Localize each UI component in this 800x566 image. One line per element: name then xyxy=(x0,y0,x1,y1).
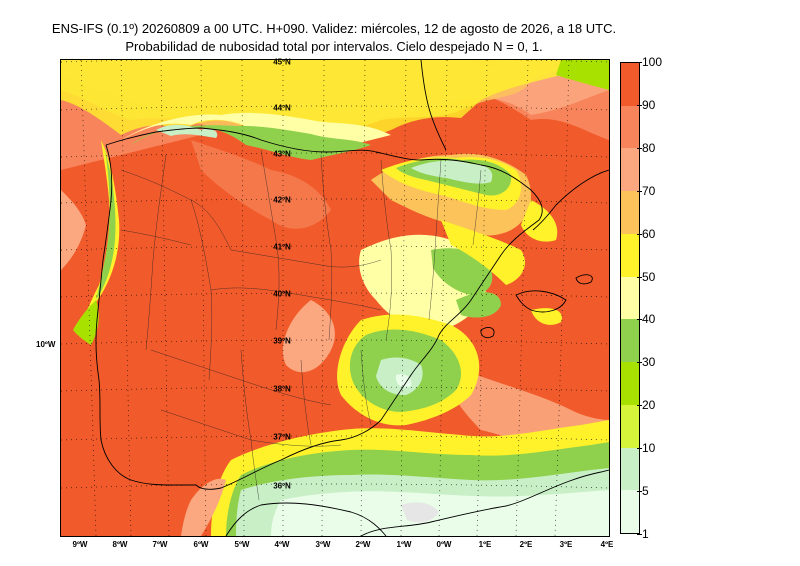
map-subtitle: Probabilidad de nubosidad total por inte… xyxy=(125,39,543,54)
colorbar-tick xyxy=(637,319,642,321)
band-70-80-cadiz xyxy=(181,478,226,536)
colorbar-tick xyxy=(637,233,642,235)
graticule xyxy=(61,60,609,536)
lon-label-5w: 5ºW xyxy=(234,540,250,549)
lat-label-37n: 37ºN xyxy=(273,432,291,442)
lon-label-2w: 2ºW xyxy=(355,540,371,549)
colorbar-segment xyxy=(621,362,639,405)
band-50-60-north xyxy=(61,60,609,150)
colorbar-label: 100 xyxy=(642,55,663,69)
lat-label-39n: 39ºN xyxy=(273,336,291,346)
colorbar-tick xyxy=(637,147,642,149)
colorbar-label: 10 xyxy=(642,441,656,456)
colorbar-tick xyxy=(637,276,642,278)
lon-label-3e: 3ºE xyxy=(559,540,573,549)
band-50-60-galicia xyxy=(76,140,120,330)
band-70-80-atlantic xyxy=(61,190,86,270)
colorbar-tick xyxy=(637,491,642,493)
lon-label-4e: 4ºE xyxy=(600,540,614,549)
colorbar xyxy=(620,62,640,534)
lat-label-44n: 44ºN xyxy=(273,103,291,113)
colorbar-label: 40 xyxy=(642,312,656,327)
colorbar-segment xyxy=(621,233,639,277)
lat-label-43n: 43ºN xyxy=(273,149,291,159)
province-borders xyxy=(120,149,482,501)
colorbar-label: 70 xyxy=(642,183,656,198)
colorbar-segment xyxy=(621,191,639,234)
colorbar-tick xyxy=(637,405,642,407)
colorbar-segment xyxy=(621,447,639,491)
colorbar-segment xyxy=(621,105,639,149)
lon-label-1e: 1ºE xyxy=(478,540,492,549)
lon-label-1w: 1ºW xyxy=(396,540,412,549)
colorbar-tick xyxy=(637,448,642,450)
lon-label-7w: 7ºW xyxy=(152,540,168,549)
colorbar-tick xyxy=(637,62,642,63)
probability-map xyxy=(60,59,610,537)
lat-label-40n: 40ºN xyxy=(273,289,291,299)
band-20-30-france xyxy=(556,60,609,90)
band-5-10-pyrenees xyxy=(411,160,493,184)
lon-label-0w: 0ºW xyxy=(436,540,452,549)
colorbar-label: 80 xyxy=(642,140,656,155)
colorbar-tick xyxy=(637,104,642,106)
band-50-60-valencia-coast xyxy=(441,220,526,285)
band-1-5-morocco xyxy=(271,490,609,536)
lat-label-45n: 45ºN xyxy=(273,57,291,67)
lat-label-38n: 38ºN xyxy=(273,384,291,394)
colorbar-segment xyxy=(621,276,639,320)
lat-label-36n: 36ºN xyxy=(273,481,291,491)
colorbar-segment xyxy=(621,319,639,363)
colorbar-segment xyxy=(621,490,639,534)
lon-label-8w: 8ºW xyxy=(112,540,128,549)
lat-label-42n: 42ºN xyxy=(273,195,291,205)
lon-label-6w: 6ºW xyxy=(193,540,209,549)
band-50-60-catalonia xyxy=(521,200,558,242)
colorbar-label: 5 xyxy=(642,484,649,499)
colorbar-label: 90 xyxy=(642,97,656,112)
lon-label-9w: 9ºW xyxy=(72,540,88,549)
map-canvas xyxy=(61,60,609,536)
colorbar-tick xyxy=(637,190,642,192)
lon-label-3w: 3ºW xyxy=(315,540,331,549)
colorbar-tick xyxy=(637,362,642,364)
band-5-10-asturias xyxy=(156,124,218,138)
colorbar-tick xyxy=(637,534,642,535)
colorbar-label: 50 xyxy=(642,269,656,284)
colorbar-segment xyxy=(621,148,639,192)
gray-area-morocco xyxy=(401,502,439,523)
coastline xyxy=(95,60,609,536)
band-30-40-galicia xyxy=(96,150,116,300)
lat-label-41n: 41ºN xyxy=(273,242,291,252)
lon-label-2e: 2ºE xyxy=(519,540,533,549)
lon-label-4w: 4ºW xyxy=(274,540,290,549)
band-80-90-meseta xyxy=(191,140,331,229)
band-50-60-balearics xyxy=(531,308,562,325)
band-30-40-balearic-sea xyxy=(456,292,501,318)
band-20-30-portugal xyxy=(73,300,99,345)
band-70-80-mancha xyxy=(282,300,335,373)
colorbar-label: 20 xyxy=(642,398,656,413)
band-1-5-murcia xyxy=(395,374,412,388)
colorbar-label: 30 xyxy=(642,355,656,370)
colorbar-segment xyxy=(621,63,639,106)
lon-label-10w: 10ºW xyxy=(36,340,56,349)
colorbar-label: 1 xyxy=(642,527,649,541)
colorbar-segment xyxy=(621,404,639,448)
colorbar-label: 60 xyxy=(642,226,656,241)
map-title: ENS-IFS (0.1º) 20260809 a 00 UTC. H+090.… xyxy=(51,21,617,36)
